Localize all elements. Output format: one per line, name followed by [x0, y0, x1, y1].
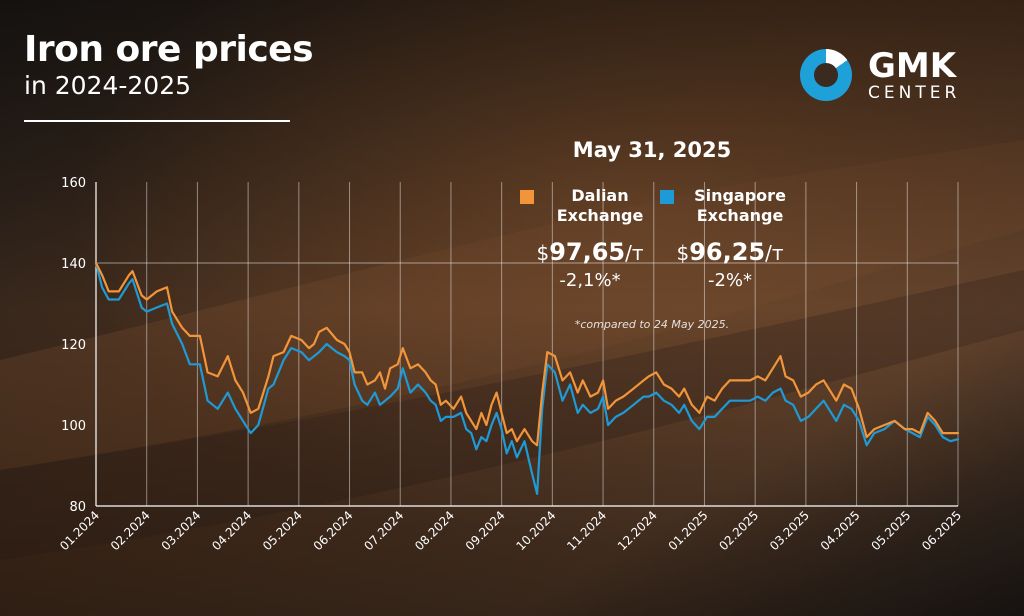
- x-tick-label: 05.2024: [260, 508, 305, 553]
- x-tick-label: 01.2025: [666, 508, 711, 553]
- singapore-price-value: 96,25: [689, 238, 766, 266]
- x-tick-label: 11.2024: [564, 508, 609, 553]
- chart-subtitle: in 2024-2025: [24, 71, 192, 100]
- x-tick-label: 02.2024: [108, 508, 153, 553]
- title-divider: [24, 120, 290, 122]
- x-tick-label: 05.2025: [868, 508, 913, 553]
- dalian-label: Dalian Exchange: [556, 186, 644, 225]
- brand-logo: GMK CENTER: [800, 48, 960, 102]
- y-tick-label: 100: [61, 419, 86, 434]
- singapore-change: -2%*: [707, 270, 753, 291]
- singapore-summary: Singapore Exchange $96,25/т -2%*: [660, 186, 800, 291]
- y-tick-label: 140: [61, 257, 86, 272]
- gmk-logo-icon: [800, 49, 852, 101]
- x-tick-label: 08.2024: [412, 508, 457, 553]
- y-tick-label: 80: [69, 500, 86, 515]
- x-tick-label: 06.2024: [311, 508, 356, 553]
- y-tick-label: 160: [61, 176, 86, 191]
- x-tick-label: 04.2025: [818, 508, 863, 553]
- dalian-legend-swatch: [520, 190, 534, 204]
- info-date: May 31, 2025: [572, 138, 732, 162]
- dalian-summary: Dalian Exchange $97,65/т -2,1%*: [520, 186, 660, 291]
- chart-title: Iron ore prices: [24, 29, 314, 70]
- x-tick-label: 06.2025: [919, 508, 964, 553]
- footnote: *compared to 24 May 2025.: [574, 318, 730, 331]
- y-tick-label: 120: [61, 338, 86, 353]
- x-tick-label: 02.2025: [716, 508, 761, 553]
- dalian-change: -2,1%*: [559, 270, 621, 291]
- x-tick-label: 03.2024: [159, 508, 204, 553]
- dalian-price-value: 97,65: [549, 238, 626, 266]
- x-tick-label: 04.2024: [209, 508, 254, 553]
- x-tick-label: 10.2024: [513, 508, 558, 553]
- x-tick-label: 07.2024: [361, 508, 406, 553]
- x-tick-label: 09.2024: [463, 508, 508, 553]
- singapore-price: $96,25/т: [676, 238, 784, 266]
- dalian-price: $97,65/т: [536, 238, 644, 266]
- singapore-legend-swatch: [660, 190, 674, 204]
- x-tick-label: 12.2024: [615, 508, 660, 553]
- brand-name: GMK: [868, 46, 957, 86]
- title-block: Iron ore prices in 2024-2025: [24, 29, 314, 102]
- singapore-label: Singapore Exchange: [694, 186, 786, 225]
- dalian-series-line: [94, 261, 960, 447]
- singapore-series-line: [94, 261, 960, 495]
- brand-sub: CENTER: [868, 83, 961, 103]
- x-tick-label: 03.2025: [767, 508, 812, 553]
